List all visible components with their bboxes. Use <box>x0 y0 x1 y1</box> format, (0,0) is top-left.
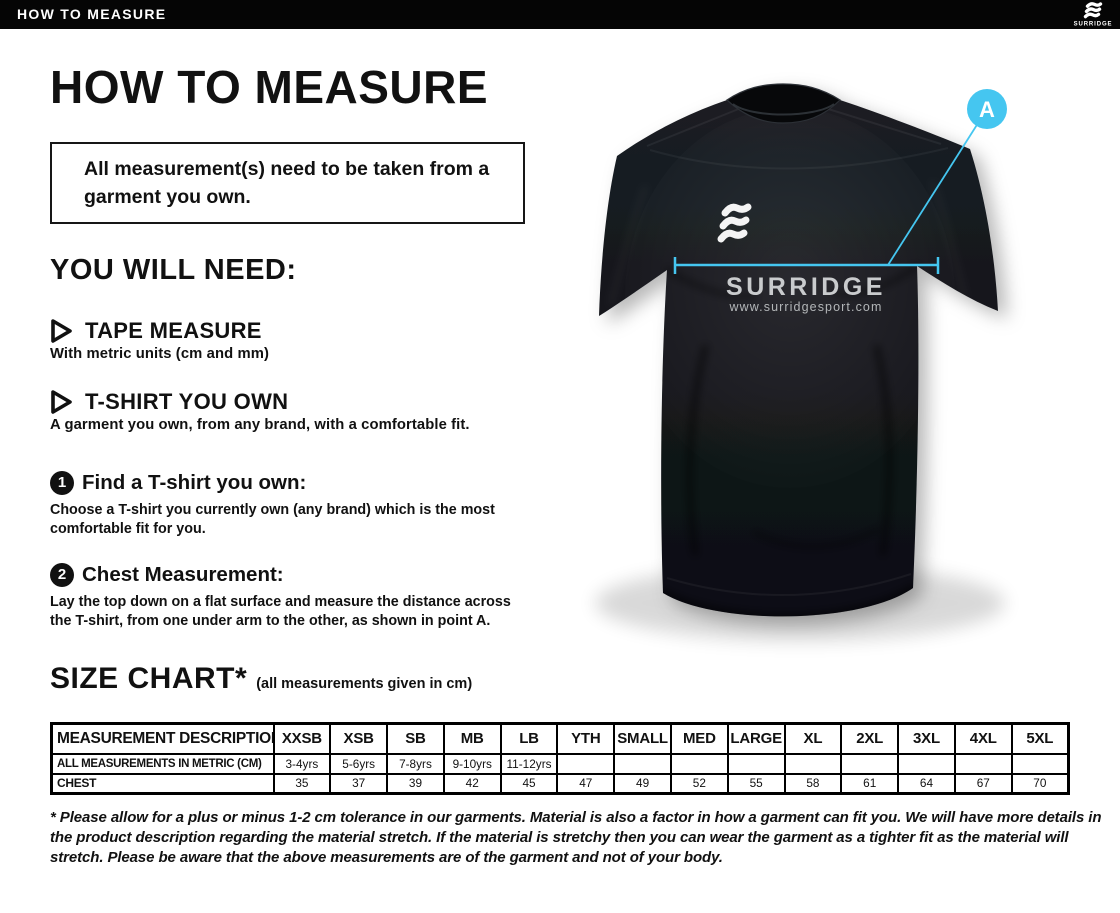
size-chart-heading: SIZE CHART* (all measurements given in c… <box>50 662 472 696</box>
size-chart-size-header: XL <box>783 722 843 755</box>
step-1: 1 Find a T-shirt you own: Choose a T-shi… <box>50 471 590 539</box>
size-chart-cell: 64 <box>897 772 956 795</box>
step-description: Choose a T-shirt you currently own (any … <box>50 502 495 537</box>
need-item-description: With metric units (cm and mm) <box>50 346 269 362</box>
size-chart-cell <box>556 752 616 775</box>
size-chart-cell: 58 <box>783 772 843 795</box>
notice-box: All measurement(s) need to be taken from… <box>50 142 525 224</box>
step-2: 2 Chest Measurement: Lay the top down on… <box>50 563 590 631</box>
size-chart-size-header: 4XL <box>953 722 1013 755</box>
step-number-badge: 2 <box>50 563 74 587</box>
size-chart-cell: 39 <box>386 772 445 795</box>
shirt-website-text: www.surridgesport.com <box>728 300 882 314</box>
size-chart-cell: 5-6yrs <box>329 752 389 775</box>
size-chart-size-header: LB <box>499 722 559 755</box>
size-chart-size-header: 5XL <box>1010 722 1070 755</box>
size-chart-size-header: 2XL <box>840 722 900 755</box>
size-chart-cell <box>1010 752 1070 775</box>
size-chart-cell <box>726 752 786 775</box>
size-chart-cell: 49 <box>613 772 672 795</box>
step-title: Find a T-shirt you own: <box>82 471 307 494</box>
size-chart-cell <box>669 752 729 775</box>
collar <box>726 83 841 124</box>
notice-text: All measurement(s) need to be taken from… <box>84 158 490 208</box>
size-chart-size-header: SB <box>386 722 445 755</box>
size-chart-note: (all measurements given in cm) <box>256 676 473 692</box>
size-chart-size-header: XXSB <box>272 722 332 755</box>
size-chart-cell: 52 <box>669 772 729 795</box>
size-chart-cell <box>897 752 956 775</box>
size-chart-cell: 7-8yrs <box>386 752 445 775</box>
size-chart-size-header: 3XL <box>897 722 956 755</box>
you-will-need-heading: YOU WILL NEED: <box>50 254 297 286</box>
point-a-label: A <box>979 97 995 122</box>
top-bar: HOW TO MEASURE SURRIDGE <box>0 0 1120 29</box>
size-chart-body: ALL MEASUREMENTS IN METRIC (CM) 3-4yrs 5-6… <box>50 752 1070 795</box>
size-chart-cell: 45 <box>499 772 559 795</box>
need-item-tape-measure: TAPE MEASURE With metric units (cm and m… <box>50 318 269 362</box>
size-chart-row-label: CHEST <box>50 772 275 795</box>
size-chart-size-header: MED <box>669 722 729 755</box>
size-chart-size-header: LARGE <box>726 722 786 755</box>
size-chart-title: SIZE CHART* <box>50 662 248 695</box>
surridge-logo-text: SURRIDGE <box>1074 22 1113 28</box>
size-chart-cell <box>613 752 672 775</box>
size-chart-cell <box>783 752 843 775</box>
tshirt-illustration: SURRIDGE www.surridgesport.com A <box>555 48 1120 666</box>
step-description: Lay the top down on a flat surface and m… <box>50 594 511 629</box>
size-chart-cell: 35 <box>272 772 332 795</box>
need-item-tshirt: T-SHIRT YOU OWN A garment you own, from … <box>50 389 470 433</box>
chest-measurement-annotation: A <box>673 89 1007 274</box>
size-chart-cell: 47 <box>556 772 616 795</box>
size-chart-cell: 11-12yrs <box>499 752 559 775</box>
tolerance-footnote: * Please allow for a plus or minus 1-2 c… <box>50 809 1102 866</box>
size-chart-table: MEASUREMENT DESCRIPTION XXSB XSB SB MB LB YTH S… <box>50 722 1070 795</box>
size-chart-size-header: SMALL <box>613 722 672 755</box>
surridge-s-icon <box>717 203 752 243</box>
size-chart-size-header: YTH <box>556 722 616 755</box>
size-chart-cell: 61 <box>840 772 900 795</box>
need-item-title: T-SHIRT YOU OWN <box>85 389 289 414</box>
size-chart-header-row: MEASUREMENT DESCRIPTION XXSB XSB SB MB LB YTH S… <box>50 722 1070 755</box>
size-chart-cell: 37 <box>329 772 389 795</box>
pointer-line <box>887 108 988 266</box>
size-chart-row: CHEST 35 37 39 42 45 47 49 52 55 58 61 64 67 70 <box>50 772 1070 795</box>
tshirt-body: SURRIDGE www.surridgesport.com <box>599 83 998 617</box>
triangle-bullet-icon <box>51 390 72 414</box>
size-chart-cell <box>953 752 1013 775</box>
size-chart-row: ALL MEASUREMENTS IN METRIC (CM) 3-4yrs 5-6… <box>50 752 1070 775</box>
step-title: Chest Measurement: <box>82 563 284 586</box>
page-title: HOW TO MEASURE <box>50 61 489 113</box>
surridge-logo: SURRIDGE <box>1069 1 1115 33</box>
size-chart-cell: 9-10yrs <box>442 752 502 775</box>
size-chart-cell: 3-4yrs <box>272 752 332 775</box>
point-a-marker <box>967 89 1007 129</box>
surridge-s-icon: SURRIDGE <box>1074 2 1113 28</box>
size-chart-cell <box>840 752 900 775</box>
size-chart-size-header: XSB <box>329 722 389 755</box>
size-chart-desc-header: MEASUREMENT DESCRIPTION <box>50 722 275 755</box>
step-number-badge: 1 <box>50 471 74 495</box>
size-chart-cell: 67 <box>953 772 1013 795</box>
triangle-bullet-icon <box>51 319 72 343</box>
need-item-title: TAPE MEASURE <box>85 318 262 343</box>
size-chart-cell: 42 <box>442 772 502 795</box>
shirt-brand-text: SURRIDGE <box>726 273 886 301</box>
size-chart-cell: 55 <box>726 772 786 795</box>
size-chart-size-header: MB <box>442 722 502 755</box>
size-chart-row-label: ALL MEASUREMENTS IN METRIC (CM) <box>50 752 275 775</box>
top-bar-title: HOW TO MEASURE <box>17 6 167 22</box>
need-item-description: A garment you own, from any brand, with … <box>50 417 470 433</box>
size-chart-cell: 70 <box>1010 772 1070 795</box>
